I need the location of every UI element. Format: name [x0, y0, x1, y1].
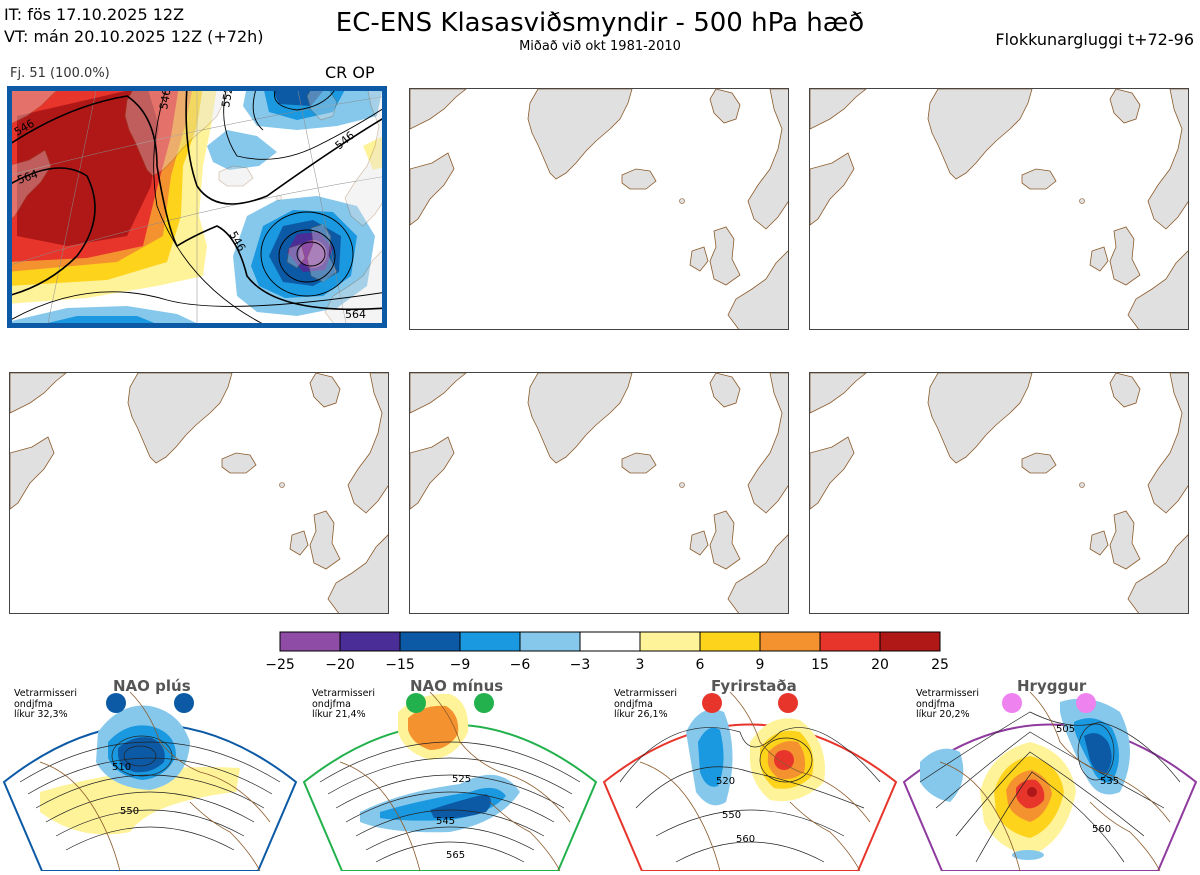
- regime-blocking-svg: 520 550 560: [602, 691, 898, 872]
- regime-contour-label: 510: [112, 762, 131, 773]
- colorbar-bin: [639, 631, 701, 652]
- regime-name: Hryggur: [1017, 677, 1087, 695]
- regime-contour-label: 525: [452, 774, 471, 785]
- regime-note: Vetrarmisseri ondjfma líkur 32,3%: [14, 688, 77, 720]
- regime-note: Vetrarmisseri ondjfma líkur 20,2%: [916, 688, 979, 720]
- colorbar-tick-label: −20: [325, 657, 355, 673]
- cluster-map-5-svg: [410, 373, 788, 613]
- regime-nao-minus: 525 545 565 NAO mínus Vetrarmisseri ondjf…: [300, 672, 600, 872]
- regime-contour-label: 560: [736, 834, 755, 845]
- regime-note: Vetrarmisseri ondjfma líkur 21,4%: [312, 688, 375, 720]
- colorbar-bin: [759, 631, 821, 652]
- colorbar-bin: [279, 631, 341, 652]
- colorbar-tick-label: −9: [450, 657, 471, 673]
- regime-blocking: 520 550 560 Fyrirstaða Vetrarmisseri ondj…: [600, 672, 900, 872]
- regime-contour-label: 505: [1056, 724, 1075, 735]
- regime-name: NAO mínus: [410, 677, 504, 695]
- cluster-map-4: [9, 372, 389, 614]
- cluster-map-6: [809, 372, 1189, 614]
- regime-code: CR OP: [325, 63, 375, 82]
- colorbar-bin: [399, 631, 461, 652]
- cluster-map-6-svg: [810, 373, 1188, 613]
- colorbar-tick-label: −25: [265, 657, 295, 673]
- regime-name: Fyrirstaða: [711, 677, 797, 695]
- regime-contour-label: 550: [120, 806, 139, 817]
- regime-note: Vetrarmisseri ondjfma líkur 26,1%: [614, 688, 677, 720]
- colorbar-bin: [879, 631, 941, 652]
- regime-contour-label: 520: [716, 776, 735, 787]
- page-title: EC-ENS Klasasviðsmyndir - 500 hPa hæð: [335, 8, 865, 38]
- cluster-map-3-svg: [810, 89, 1188, 329]
- cluster-map-1-svg: 546 564 552 546 546 546 564 564: [12, 91, 382, 323]
- contour-label: 552: [219, 91, 235, 109]
- regime-contour-label: 550: [722, 810, 741, 821]
- cluster-map-4-svg: [10, 373, 388, 613]
- colorbar-bin: [339, 631, 401, 652]
- contour-label: 546: [157, 91, 173, 111]
- colorbar-bin: [519, 631, 581, 652]
- regime-contour-label: 545: [436, 816, 455, 827]
- cluster-map-2: [409, 88, 789, 330]
- page-subtitle: Miðað við okt 1981-2010: [519, 39, 681, 54]
- regime-ridge-svg: 505 535 560: [902, 691, 1198, 872]
- regime-contour-label: 535: [1100, 776, 1119, 787]
- regime-contour-label: 565: [446, 850, 465, 861]
- colorbar-tick-label: −15: [385, 657, 415, 673]
- colorbar-tick-label: −6: [510, 657, 531, 673]
- regime-nao-minus-svg: 525 545 565: [302, 691, 598, 872]
- contour-label: 564: [345, 308, 366, 321]
- colorbar-tick-label: −3: [570, 657, 591, 673]
- colorbar-bin: [579, 631, 641, 652]
- regime-ridge: 505 535 560 Hryggur Vetrarmisseri ondjfma…: [900, 672, 1200, 872]
- cluster-map-2-svg: [410, 89, 788, 329]
- cluster-map-3: [809, 88, 1189, 330]
- colorbar-tick-label: 3: [636, 657, 645, 673]
- classification-window: Flokkunargluggi t+72-96: [995, 30, 1194, 49]
- colorbar-bin: [819, 631, 881, 652]
- valid-time: VT: mán 20.10.2025 12Z (+72h): [4, 27, 264, 46]
- colorbar-ticks: −25 −20 −15 −9 −6 −3 3 6 9 15 20 25: [265, 657, 949, 673]
- colorbar-tick-label: 15: [811, 657, 829, 673]
- colorbar-bin: [699, 631, 761, 652]
- colorbar-bins: [279, 631, 941, 652]
- colorbar-tick-label: 25: [931, 657, 949, 673]
- colorbar-tick-label: 6: [696, 657, 705, 673]
- regime-contour-label: 560: [1092, 824, 1111, 835]
- cluster-map-5: [409, 372, 789, 614]
- init-time: IT: fös 17.10.2025 12Z: [4, 5, 185, 24]
- regime-name: NAO plús: [113, 677, 191, 695]
- members-label: Fj. 51 (100.0%): [10, 66, 110, 81]
- cluster-map-1: 546 564 552 546 546 546 564 564: [7, 86, 387, 328]
- colorbar-bin: [459, 631, 521, 652]
- header-times: IT: fös 17.10.2025 12Z VT: mán 20.10.202…: [4, 4, 264, 48]
- colorbar: −25 −20 −15 −9 −6 −3 3 6 9 15 20 25: [265, 631, 949, 673]
- colorbar-tick-label: 9: [756, 657, 765, 673]
- regime-nao-plus: 510 550 NAO plús Vetrarmisseri ondjfma lík…: [0, 672, 300, 872]
- colorbar-tick-label: 20: [871, 657, 889, 673]
- regime-nao-plus-svg: 510 550: [2, 691, 298, 872]
